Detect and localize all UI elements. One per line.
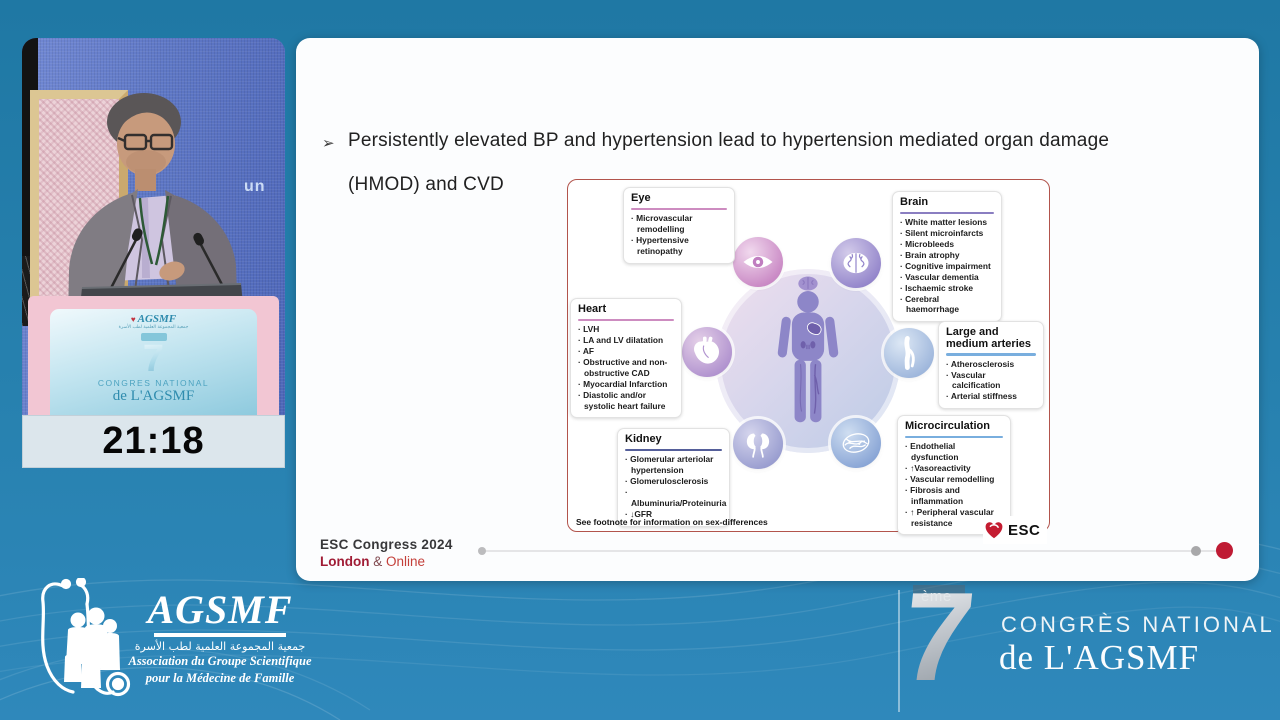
podium-congress-line: CONGRES NATIONAL: [97, 378, 210, 389]
figure-item: Microbleeds: [900, 239, 994, 250]
figure-item: Glomerulosclerosis: [625, 476, 722, 487]
agsmf-stethoscope-family-icon: [41, 578, 131, 697]
figure-item: ↓GFR: [625, 509, 722, 520]
slide-title-line2: (HMOD) and CVD: [348, 174, 504, 195]
progress-dot-current: [1216, 542, 1233, 559]
timer-value: 21:18: [102, 420, 205, 462]
figure-item: Cognitive impairment: [900, 261, 994, 272]
kidneys-icon: [733, 419, 783, 469]
figure-box-kidney: Kidney Glomerular arteriolar hypertensio…: [617, 428, 730, 527]
slide-footer-location: London & Online: [320, 554, 426, 569]
edition-chip: [913, 585, 965, 607]
podium-arabic-text: جمعية المجموعة العلمية لطب الأسرة: [118, 325, 189, 330]
podium-edition-chip: [140, 333, 167, 342]
microphone-icon: [108, 228, 230, 297]
brain-icon: [831, 238, 881, 288]
speaker-video-feed: un: [22, 38, 285, 415]
figure-item: Glomerular arteriolar hypertension: [625, 454, 722, 476]
figure-item: Endothelial dysfunction: [905, 441, 1003, 463]
microcirculation-icon: [831, 418, 881, 468]
figure-item: Arterial stiffness: [946, 391, 1036, 402]
esc-logo: ESC: [983, 516, 1047, 544]
figure-item: AF: [578, 346, 674, 357]
figure-box-brain: Brain White matter lesions Silent microi…: [892, 191, 1002, 323]
hmod-figure: Eye Microvascular remodelling Hypertensi…: [567, 179, 1050, 544]
figure-item: Obstructive and non-obstructive CAD: [578, 357, 674, 379]
figure-item: Albuminuria/Proteinuria: [625, 487, 726, 509]
figure-item: Vascular dementia: [900, 272, 994, 283]
figure-box-arteries: Large and medium arteries Atherosclerosi…: [938, 321, 1044, 410]
agsmf-french-line1: Association du Groupe Scientifique: [128, 654, 312, 669]
artery-icon: [884, 328, 934, 378]
figure-item: White matter lesions: [900, 217, 994, 228]
mini-heart-icon: ♥: [130, 315, 136, 324]
figure-item: ↑ Peripheral vascular resistance: [905, 507, 1003, 529]
figure-item: Vascular remodelling: [905, 474, 1003, 485]
agsmf-arabic-text: جمعية المجموعة العلمية لطب الأسرة: [134, 639, 306, 653]
human-body-icon: [777, 276, 839, 423]
figure-item: Myocardial Infarction: [578, 379, 674, 390]
figure-item: Ischaemic stroke: [900, 283, 994, 294]
figure-box-microcirculation: Microcirculation Endothelial dysfunction…: [897, 415, 1011, 536]
figure-item: Silent microinfarcts: [900, 228, 994, 239]
led-wall-text: un: [244, 178, 266, 195]
figure-item: Fibrosis and inflammation: [905, 485, 1003, 507]
slide-panel: ➢ Persistently elevated BP and hypertens…: [296, 38, 1259, 581]
agsmf-name: AGSMF: [147, 587, 293, 632]
progress-dot-gray: [1191, 546, 1201, 556]
edition-suffix: ème: [921, 588, 952, 605]
figure-item: Cerebral haemorrhage: [900, 294, 994, 316]
agsmf-wordmark: AGSMF جمعية المجموعة العلمية لطب الأسرة …: [126, 590, 314, 686]
figure-item: Vascular calcification: [946, 370, 1036, 392]
progress-dot-start: [478, 547, 486, 555]
bullet-arrow-icon: ➢: [322, 135, 335, 152]
figure-item: Atherosclerosis: [946, 359, 1036, 370]
esc-heart-icon: [985, 522, 1003, 539]
figure-box-eye: Eye Microvascular remodelling Hypertensi…: [623, 187, 735, 264]
figure-item: ↑Vasoreactivity: [905, 463, 1003, 474]
heart-icon: [682, 327, 732, 377]
figure-item: LVH: [578, 324, 674, 335]
agsmf-french-line2: pour la Médecine de Famille: [145, 670, 295, 685]
glasses-icon: [117, 133, 174, 151]
figure-item: LA and LV dilatation: [578, 335, 674, 346]
session-timer: 21:18: [22, 415, 285, 468]
agsmf-underline: [154, 633, 286, 637]
congress-national-label: CONGRÈS NATIONAL: [1001, 612, 1275, 637]
figure-item: Brain atrophy: [900, 250, 994, 261]
figure-footnote: See footnote for information on sex-diff…: [576, 517, 768, 527]
slide-footer-congress: ESC Congress 2024: [320, 537, 453, 552]
slide-progress-line: [482, 550, 1226, 552]
eye-icon: [733, 237, 783, 287]
congress-agsmf-label: de L'AGSMF: [999, 638, 1200, 677]
figure-box-heart: Heart LVH LA and LV dilatation AF Obstru…: [570, 298, 682, 419]
figure-item: Microvascular remodelling: [631, 213, 727, 235]
podium-screen: ♥ AGSMF جمعية المجموعة العلمية لطب الأسرة…: [50, 309, 257, 415]
family-figures-icon: [64, 607, 120, 688]
podium: ♥ AGSMF جمعية المجموعة العلمية لطب الأسرة…: [28, 296, 279, 415]
podium-agsmf-logo: ♥ AGSMF: [130, 313, 177, 325]
slide-title-line1: Persistently elevated BP and hypertensio…: [348, 130, 1110, 151]
podium-agsmf-line: de L'AGSMF: [112, 388, 195, 405]
podium-edition-number: 7: [142, 338, 165, 381]
branding-divider: [898, 590, 900, 712]
figure-item: Hypertensive retinopathy: [631, 235, 727, 257]
figure-item: Diastolic and/or systolic heart failure: [578, 390, 674, 412]
